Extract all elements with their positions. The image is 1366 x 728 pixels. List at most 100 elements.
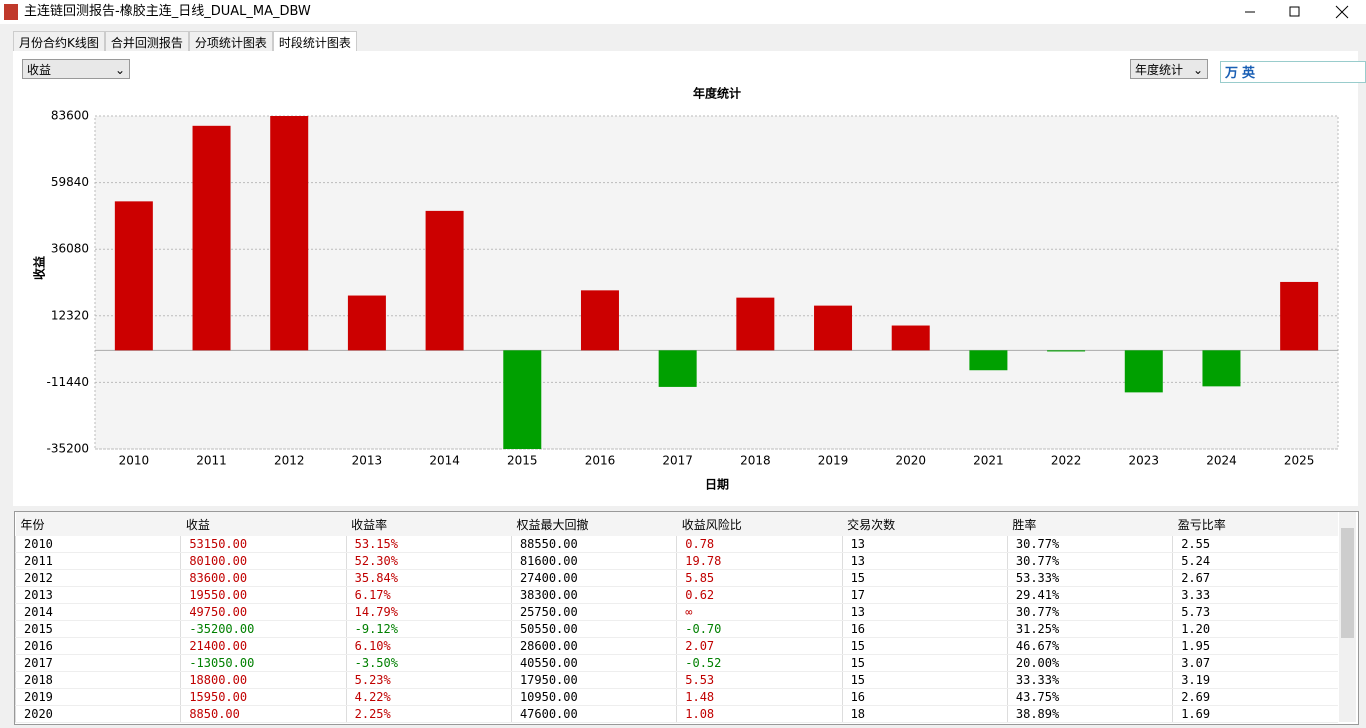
table-cell: 28600.00 [510, 637, 677, 655]
bar [814, 305, 853, 351]
y-tick-label: 83600 [51, 109, 89, 123]
table-cell: 53.33% [1006, 569, 1173, 587]
tab-bar: 月份合约K线图 合并回测报告 分项统计图表 时段统计图表 [13, 31, 357, 51]
table-row: 2019 15950.00 4.22% 10950.00 1.48 16 43.75% 2.6… [15, 688, 1338, 706]
x-tick-label: 2014 [429, 454, 460, 468]
x-tick-label: 2015 [507, 454, 538, 468]
table-cell: 0.78 [676, 536, 843, 553]
table-cell: 10950.00 [510, 688, 677, 706]
table-cell: -13050.00 [180, 654, 347, 672]
bar [347, 295, 386, 351]
chart-title: 年度统计 [693, 86, 741, 101]
table-cell: 3.07 [1172, 654, 1338, 672]
x-tick-label: 2024 [1206, 454, 1237, 468]
table-cell: 17 [841, 586, 1008, 604]
table-cell: 4.22% [345, 688, 512, 706]
table-cell: 15950.00 [180, 688, 347, 706]
table-row: 2020 8850.00 2.25% 47600.00 1.08 18 38.89% 1.69 [15, 705, 1338, 723]
table-cell: 46.67% [1006, 637, 1173, 655]
period-select[interactable]: 年度统计 ⌄ [1130, 59, 1208, 79]
table-cell: 1.48 [676, 688, 843, 706]
table-cell: 16 [841, 688, 1008, 706]
y-tick-label: 36080 [51, 242, 89, 256]
select-text: 收益 [27, 63, 52, 77]
x-tick-label: 2013 [352, 454, 383, 468]
y-axis-label: 收益 [32, 256, 47, 280]
bar [425, 210, 464, 351]
table-row: 2016 21400.00 6.10% 28600.00 2.07 15 46.67% 1.9… [15, 637, 1338, 655]
table-cell: 5.73 [1172, 603, 1338, 621]
window-title: 主连链回测报告-橡胶主连_日线_DUAL_MA_DBW [24, 4, 311, 19]
table-cell: 2.25% [345, 705, 512, 723]
table-cell: 0.62 [676, 586, 843, 604]
bar [969, 350, 1008, 371]
bar [1124, 350, 1163, 393]
bar [1047, 350, 1086, 352]
window-controls[interactable] [1230, 0, 1366, 24]
y-tick-label: 12320 [51, 308, 89, 322]
table-cell: 38.89% [1006, 705, 1173, 723]
table-cell: 13 [841, 603, 1008, 621]
column-header: 胜率 [1007, 512, 1173, 536]
table-cell: 43.75% [1006, 688, 1173, 706]
table-cell: 6.10% [345, 637, 512, 655]
table-cell: 50550.00 [510, 620, 677, 638]
column-header: 收益率 [346, 512, 512, 536]
ime-button: 万 [1225, 66, 1239, 81]
chart: 年度统计 日期 收益 -35200 -11440 12320 36080 59840 83… [32, 86, 1339, 492]
x-tick-label: 2011 [196, 454, 227, 468]
table-cell: 83600.00 [180, 569, 347, 587]
table-cell: 2020 [15, 705, 181, 723]
table-row: 2014 49750.00 14.79% 25750.00 ∞ 13 30.77% 5.73 [15, 603, 1338, 621]
table-cell: 38300.00 [510, 586, 677, 604]
column-header: 年份 [15, 512, 181, 536]
table-cell: 6.17% [345, 586, 512, 604]
header-row: 年份 收益 收益率 权益最大回撤 收益风险比 交易次数 胜率 盈亏比率 [15, 512, 1338, 536]
column-header: 盈亏比率 [1172, 512, 1338, 536]
table-cell: 33.33% [1006, 671, 1173, 689]
table-cell: -3.50% [345, 654, 512, 672]
table-row: 2010 53150.00 53.15% 88550.00 0.78 13 30.77% 2.… [15, 536, 1338, 553]
table-cell: 2011 [15, 552, 181, 570]
table-cell: 25750.00 [510, 603, 677, 621]
ime-toolbar[interactable]: 万英 [1220, 61, 1366, 83]
scrollbar[interactable] [1339, 512, 1356, 722]
table-cell: 81600.00 [510, 552, 677, 570]
table-cell: 88550.00 [510, 536, 677, 553]
tab[interactable]: 合并回测报告 [104, 31, 189, 51]
scroll-thumb[interactable] [1341, 528, 1354, 638]
table-cell: 5.24 [1172, 552, 1338, 570]
table-cell: ∞ [676, 603, 843, 621]
table-cell: 2015 [15, 620, 181, 638]
metric-select[interactable]: 收益 ⌄ [22, 59, 130, 79]
table-cell: 35.84% [345, 569, 512, 587]
bar [192, 125, 231, 351]
table-cell: 5.23% [345, 671, 512, 689]
x-tick-label: 2018 [740, 454, 771, 468]
bar [1280, 281, 1319, 351]
table-cell: 20.00% [1006, 654, 1173, 672]
bar [114, 201, 153, 351]
table-cell: -0.70 [676, 620, 843, 638]
table-cell: 49750.00 [180, 603, 347, 621]
bar [270, 116, 309, 351]
y-tick-label: -11440 [46, 375, 89, 389]
table-cell: 18 [841, 705, 1008, 723]
tab[interactable]: 时段统计图表 [272, 31, 357, 51]
table-cell: 2014 [15, 603, 181, 621]
title-bar: 主连链回测报告-橡胶主连_日线_DUAL_MA_DBW [0, 0, 1366, 24]
table-cell: 2016 [15, 637, 181, 655]
select-text: 年度统计 [1135, 63, 1184, 77]
table-cell: -9.12% [345, 620, 512, 638]
table-cell: 2.67 [1172, 569, 1338, 587]
table-cell: 16 [841, 620, 1008, 638]
column-header: 交易次数 [842, 512, 1008, 536]
tab[interactable]: 月份合约K线图 [13, 31, 105, 51]
table-cell: 1.08 [676, 705, 843, 723]
table-cell: 2013 [15, 586, 181, 604]
x-tick-label: 2019 [818, 454, 849, 468]
tab[interactable]: 分项统计图表 [188, 31, 273, 51]
table-cell: 2.55 [1172, 536, 1338, 553]
table-cell: 2019 [15, 688, 181, 706]
